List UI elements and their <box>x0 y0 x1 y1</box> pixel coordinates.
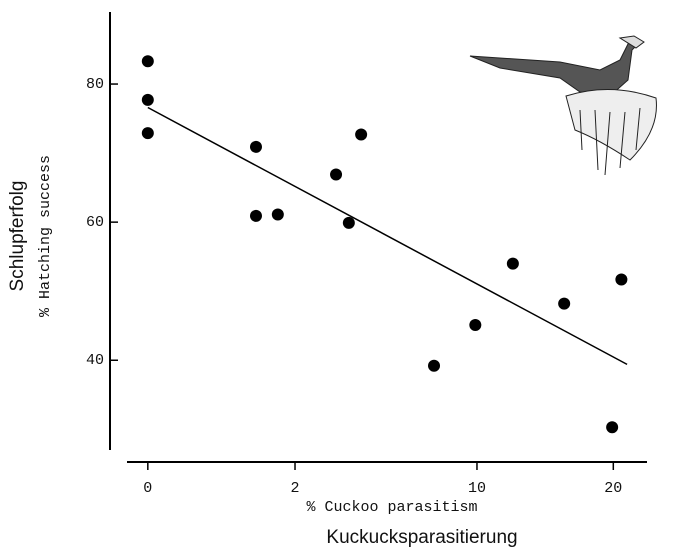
data-point <box>606 421 619 434</box>
data-point <box>141 55 154 68</box>
data-point <box>330 168 343 181</box>
x-tick-label: 10 <box>468 480 486 497</box>
data-point <box>249 209 262 222</box>
x-axis-subtitle: Kuckucksparasitierung <box>326 527 517 548</box>
data-point <box>141 127 154 140</box>
data-point <box>271 208 284 221</box>
x-tick-label: 20 <box>604 480 622 497</box>
data-point <box>615 273 628 286</box>
y-tick-label: 60 <box>86 214 104 231</box>
x-axis-title: % Cuckoo parasitism <box>306 499 477 516</box>
data-point <box>141 93 154 106</box>
x-tick-label: 0 <box>143 480 152 497</box>
y-axis-title: Schlupferfolg <box>7 181 28 292</box>
data-point <box>558 297 571 310</box>
y-tick-label: 80 <box>86 76 104 93</box>
bird-illustration <box>469 35 657 176</box>
data-point <box>355 128 368 141</box>
data-point <box>469 319 482 332</box>
y-axis-subtitle: % Hatching success <box>37 155 54 317</box>
data-point <box>428 359 441 372</box>
y-tick-label: 40 <box>86 352 104 369</box>
x-tick-label: 2 <box>291 480 300 497</box>
data-point <box>249 140 262 153</box>
data-point <box>506 257 519 270</box>
trend-line <box>147 106 628 366</box>
data-point <box>342 216 355 229</box>
